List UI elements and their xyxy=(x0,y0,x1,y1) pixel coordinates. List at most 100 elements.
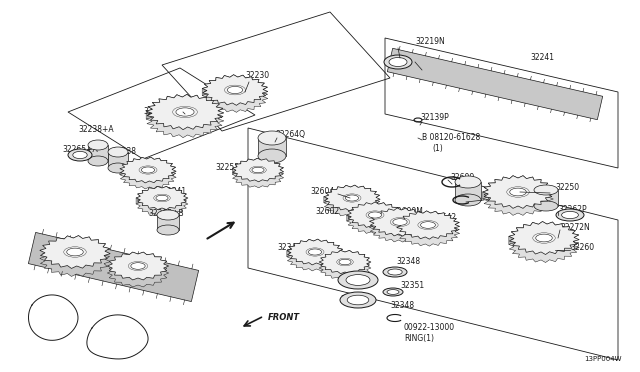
Ellipse shape xyxy=(157,225,179,235)
Ellipse shape xyxy=(252,167,264,173)
Polygon shape xyxy=(136,186,188,209)
Polygon shape xyxy=(347,202,402,221)
Ellipse shape xyxy=(339,259,351,265)
Text: 32342: 32342 xyxy=(278,244,302,253)
Ellipse shape xyxy=(346,195,358,201)
Ellipse shape xyxy=(141,167,155,173)
Text: 32262P: 32262P xyxy=(558,205,587,215)
Ellipse shape xyxy=(383,288,403,296)
Text: 32604: 32604 xyxy=(311,187,335,196)
Polygon shape xyxy=(88,145,108,161)
Polygon shape xyxy=(455,182,481,200)
Polygon shape xyxy=(319,256,371,280)
Ellipse shape xyxy=(420,222,435,228)
Polygon shape xyxy=(324,185,380,203)
Text: 32604+A: 32604+A xyxy=(484,193,520,202)
Polygon shape xyxy=(40,244,110,276)
Text: 32204: 32204 xyxy=(338,256,362,264)
Text: 32260: 32260 xyxy=(570,244,594,253)
Text: 32642: 32642 xyxy=(432,214,456,222)
Text: 32351: 32351 xyxy=(400,280,424,289)
Ellipse shape xyxy=(340,292,376,308)
Text: 32237M: 32237M xyxy=(344,278,375,286)
Text: 32600M: 32600M xyxy=(392,208,423,217)
Ellipse shape xyxy=(387,289,399,294)
Ellipse shape xyxy=(346,275,370,285)
Polygon shape xyxy=(108,152,128,168)
Polygon shape xyxy=(232,164,284,188)
Ellipse shape xyxy=(258,131,286,145)
Polygon shape xyxy=(120,157,176,183)
Polygon shape xyxy=(509,221,579,254)
Polygon shape xyxy=(202,75,268,96)
Ellipse shape xyxy=(338,271,378,289)
Polygon shape xyxy=(287,239,342,257)
Text: 32348: 32348 xyxy=(390,301,414,311)
Polygon shape xyxy=(232,158,284,182)
Text: 32264Q: 32264Q xyxy=(275,131,305,140)
Text: 32609: 32609 xyxy=(450,173,474,183)
Text: 32250: 32250 xyxy=(555,183,579,192)
Text: 32223M: 32223M xyxy=(340,295,371,305)
Text: FRONT: FRONT xyxy=(268,314,300,323)
Ellipse shape xyxy=(88,156,108,166)
Polygon shape xyxy=(483,176,554,208)
Text: 00922-13000: 00922-13000 xyxy=(404,324,455,333)
Polygon shape xyxy=(396,218,460,246)
Polygon shape xyxy=(157,215,179,230)
Text: 32348: 32348 xyxy=(396,257,420,266)
Polygon shape xyxy=(146,94,223,119)
Text: 32272N: 32272N xyxy=(560,224,589,232)
Polygon shape xyxy=(202,82,268,112)
Text: 32245: 32245 xyxy=(144,108,168,116)
Ellipse shape xyxy=(67,248,83,256)
Polygon shape xyxy=(369,214,431,242)
Ellipse shape xyxy=(384,55,412,69)
Ellipse shape xyxy=(68,149,92,161)
Text: RING(1): RING(1) xyxy=(404,334,434,343)
Ellipse shape xyxy=(131,263,145,269)
Polygon shape xyxy=(40,235,110,269)
Polygon shape xyxy=(287,239,343,265)
Polygon shape xyxy=(347,208,403,234)
Ellipse shape xyxy=(73,151,87,158)
Ellipse shape xyxy=(369,212,381,218)
Ellipse shape xyxy=(536,234,552,242)
Polygon shape xyxy=(483,183,554,215)
Ellipse shape xyxy=(176,108,194,116)
Text: 32219N: 32219N xyxy=(415,38,445,46)
Polygon shape xyxy=(483,176,552,199)
Polygon shape xyxy=(509,221,579,246)
Ellipse shape xyxy=(455,194,481,206)
Polygon shape xyxy=(146,94,224,130)
Text: 32602: 32602 xyxy=(316,208,340,217)
Polygon shape xyxy=(40,235,109,259)
Ellipse shape xyxy=(157,210,179,220)
Ellipse shape xyxy=(308,249,322,255)
Polygon shape xyxy=(509,230,579,263)
Ellipse shape xyxy=(258,149,286,163)
Ellipse shape xyxy=(455,176,481,188)
Ellipse shape xyxy=(108,147,128,157)
Polygon shape xyxy=(108,259,169,287)
Polygon shape xyxy=(108,252,169,280)
Ellipse shape xyxy=(534,185,558,195)
Text: 32139P: 32139P xyxy=(420,113,449,122)
Ellipse shape xyxy=(393,219,407,225)
Text: 32265+B: 32265+B xyxy=(148,209,184,218)
Polygon shape xyxy=(28,232,198,302)
Text: 32341: 32341 xyxy=(162,187,186,196)
Text: 32253: 32253 xyxy=(216,164,240,173)
Ellipse shape xyxy=(556,209,584,221)
Text: 13PP004W: 13PP004W xyxy=(584,356,622,362)
Text: B 08120-61628: B 08120-61628 xyxy=(422,134,480,142)
Ellipse shape xyxy=(227,86,243,94)
Polygon shape xyxy=(232,158,284,176)
Polygon shape xyxy=(108,252,167,273)
Polygon shape xyxy=(396,211,460,231)
Polygon shape xyxy=(258,138,286,156)
Text: 32241: 32241 xyxy=(530,54,554,62)
Ellipse shape xyxy=(383,267,407,277)
Ellipse shape xyxy=(562,211,579,219)
Ellipse shape xyxy=(509,188,526,196)
